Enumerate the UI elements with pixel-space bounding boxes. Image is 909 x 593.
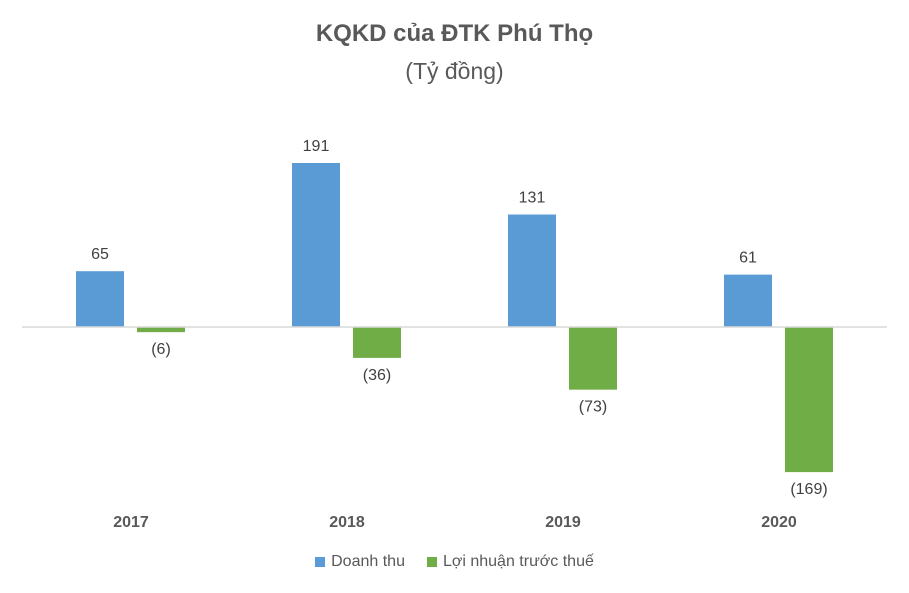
data-label: 191 (303, 138, 330, 155)
x-tick-label: 2017 (113, 514, 149, 531)
bar-2019-0 (508, 214, 556, 327)
data-label: (36) (363, 367, 391, 384)
bar-2019-1 (569, 327, 617, 390)
legend-label: Lợi nhuận trước thuế (442, 553, 594, 570)
data-label: (73) (579, 399, 607, 416)
data-label: 65 (91, 246, 109, 263)
legend-swatch (315, 557, 326, 567)
bar-2020-1 (785, 327, 833, 473)
legend-swatch (426, 557, 437, 567)
legend-label: Doanh thu (331, 553, 405, 570)
data-label: 61 (739, 250, 757, 267)
data-label: 131 (519, 190, 546, 207)
bar-2018-1 (353, 327, 401, 358)
data-label: (169) (790, 481, 827, 498)
bar-2017-0 (76, 271, 124, 327)
chart-title: KQKD của ĐTK Phú Thọ (315, 20, 594, 47)
bar-2017-1 (137, 327, 185, 333)
bar-2020-0 (724, 274, 772, 327)
legend-item-revenue: Doanh thu (315, 553, 405, 571)
x-tick-label: 2019 (545, 514, 581, 531)
legend-item-profit: Lợi nhuận trước thuế (426, 553, 594, 571)
bar-2018-0 (292, 163, 340, 327)
x-tick-label: 2020 (761, 514, 797, 531)
x-tick-label: 2018 (329, 514, 365, 531)
legend: Doanh thu Lợi nhuận trước thuế (0, 553, 909, 571)
chart-subtitle: (Tỷ đồng) (405, 58, 504, 84)
data-label: (6) (151, 341, 171, 358)
